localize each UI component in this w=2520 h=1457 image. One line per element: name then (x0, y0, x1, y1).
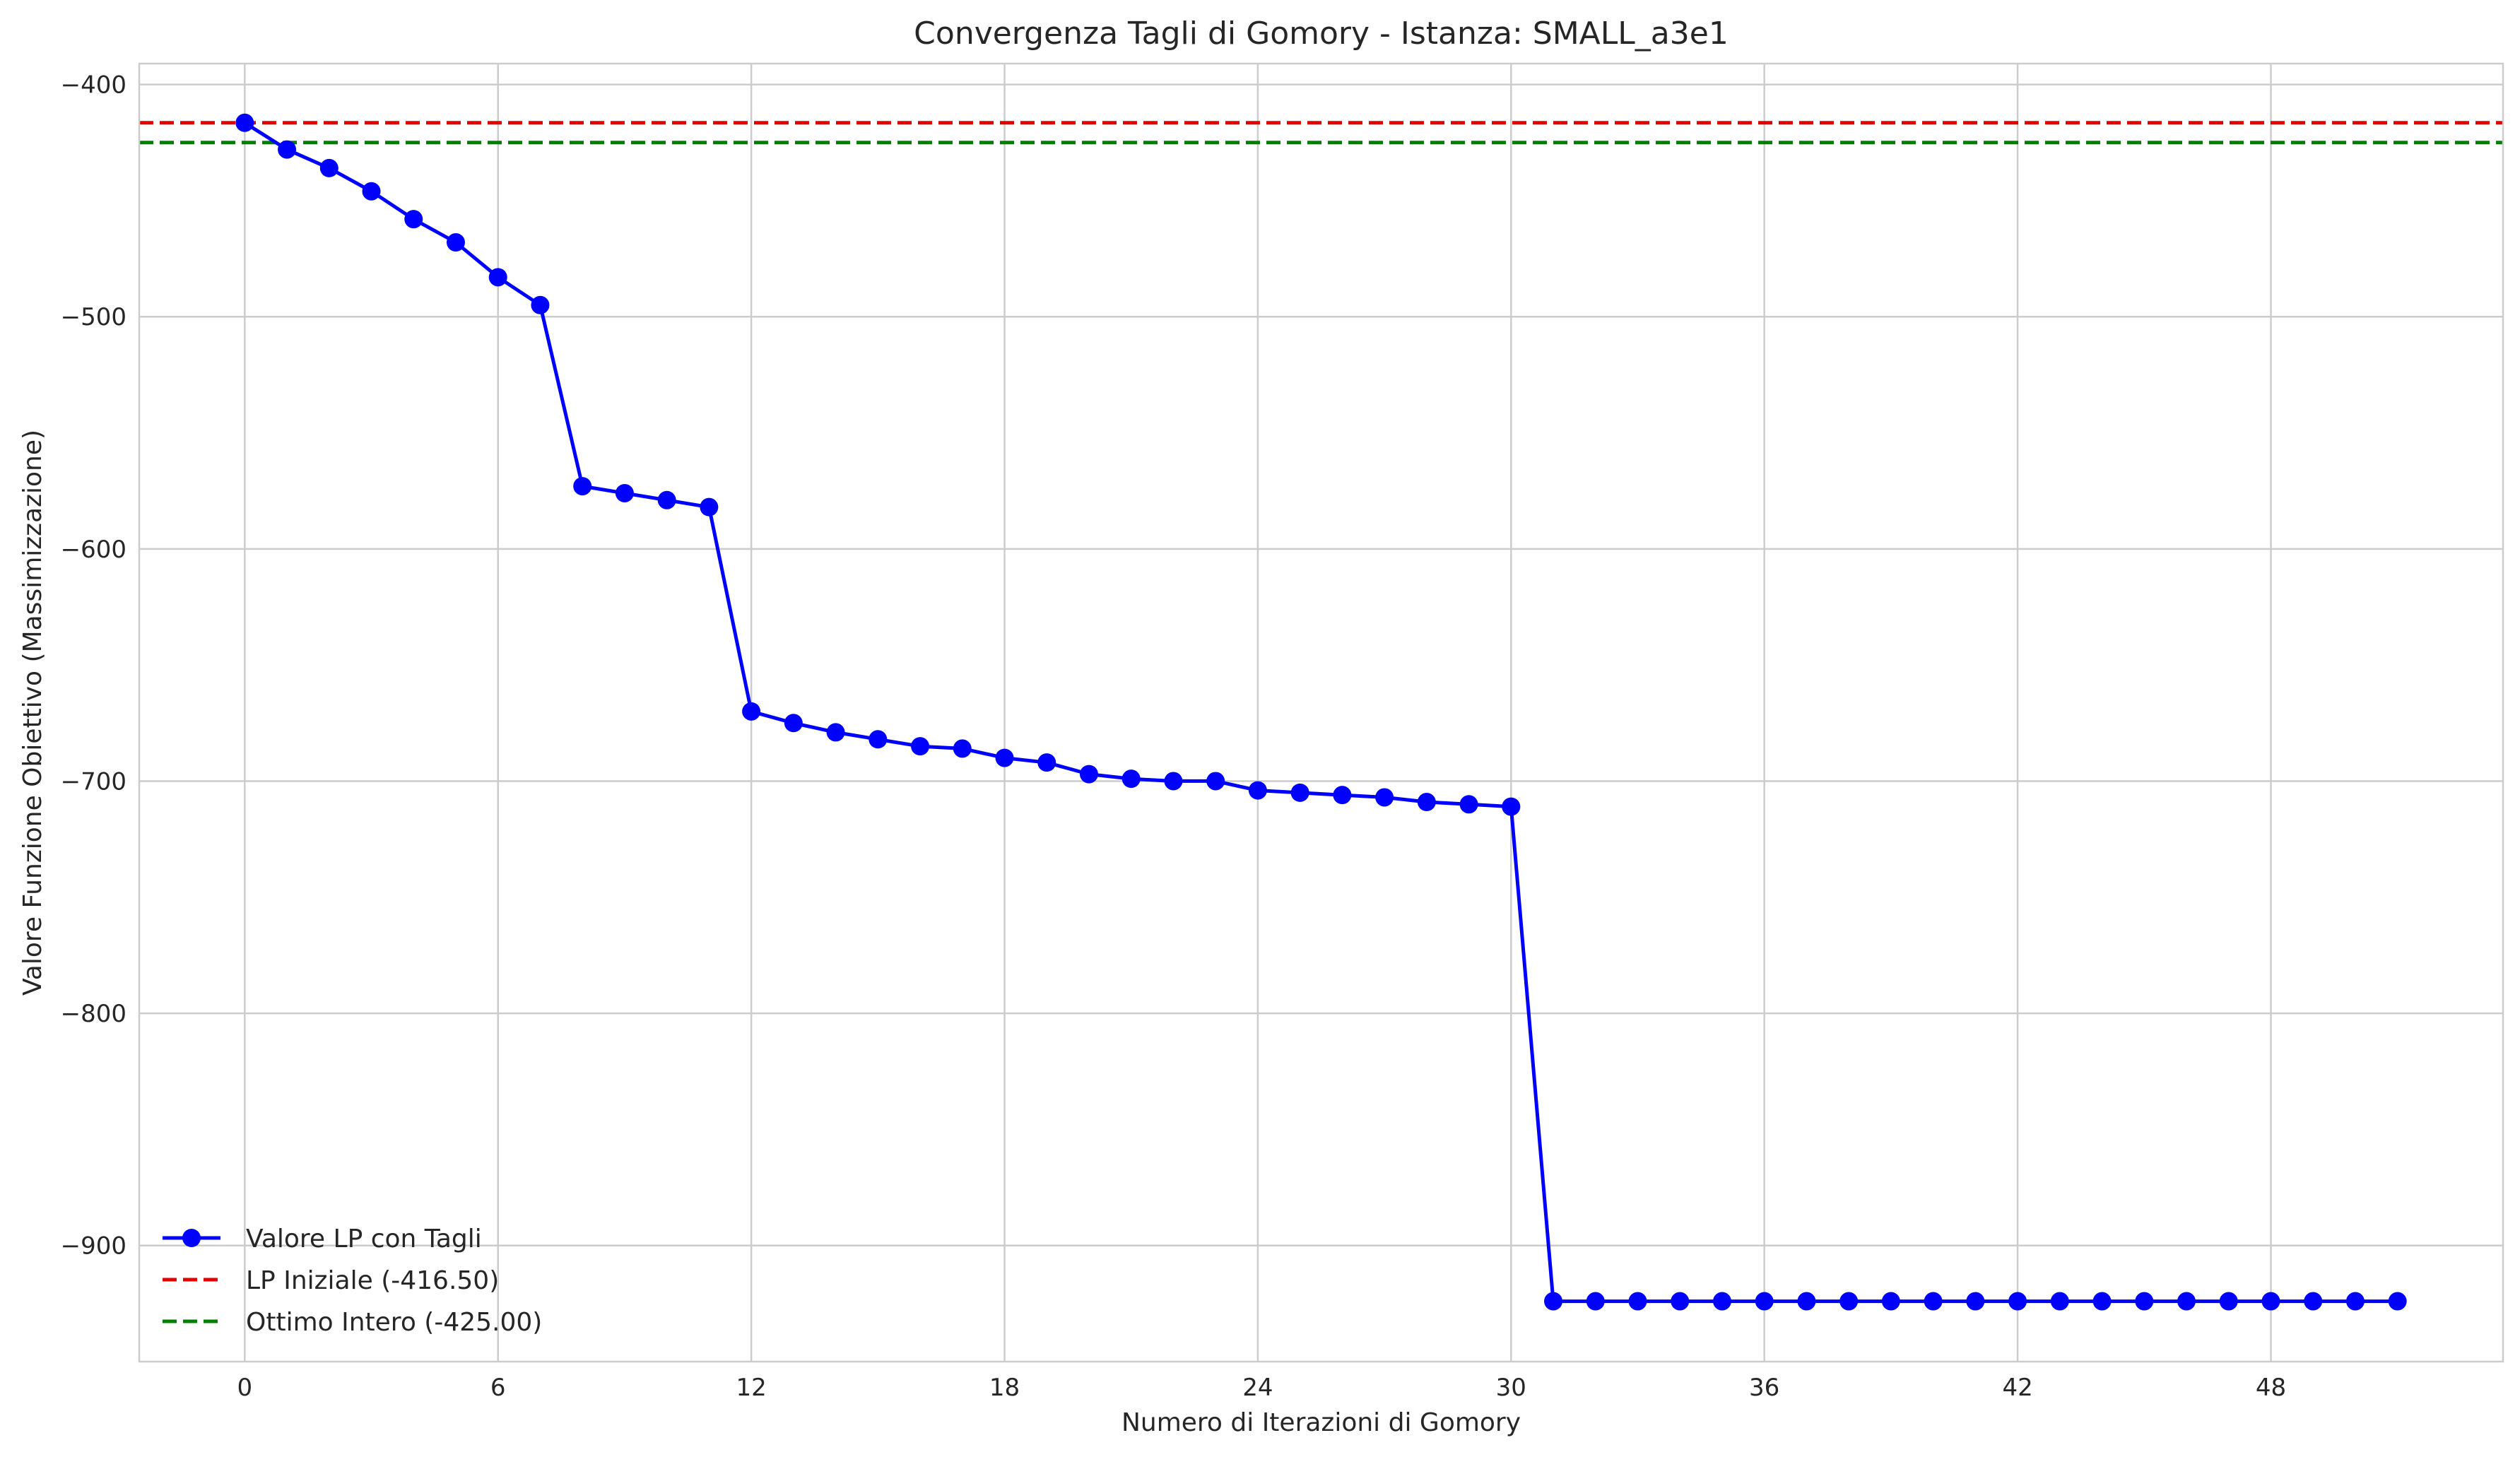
x-tick-label: 24 (1242, 1374, 1273, 1402)
data-point (2135, 1292, 2154, 1311)
data-point (404, 210, 423, 229)
data-point (278, 140, 297, 159)
legend-label: Ottimo Intero (-425.00) (246, 1308, 542, 1337)
y-tick-label: −400 (61, 71, 126, 100)
data-point (1881, 1292, 1900, 1311)
x-tick-label: 30 (1496, 1374, 1526, 1402)
tick-labels: 0 6 12 18 24 30 36 42 48 −400 −500 −600 −700 −800 −900 (61, 71, 2286, 1402)
data-series (235, 113, 2407, 1311)
reference-lines (139, 121, 2503, 145)
data-point (1671, 1292, 1690, 1311)
data-point (1755, 1292, 1774, 1311)
data-point (2388, 1292, 2407, 1311)
data-point (2261, 1292, 2280, 1311)
y-tick-label: −900 (61, 1232, 126, 1261)
data-point (1797, 1292, 1816, 1311)
series-line (243, 121, 2398, 1304)
y-tick-label: −800 (61, 1000, 126, 1028)
data-point (1333, 786, 1352, 805)
data-point (1502, 797, 1521, 816)
data-point (1924, 1292, 1943, 1311)
data-point (573, 477, 592, 496)
x-tick-label: 36 (1749, 1374, 1779, 1402)
data-point (911, 737, 930, 756)
data-point (1248, 781, 1267, 800)
data-point (1712, 1292, 1731, 1311)
data-point (2219, 1292, 2238, 1311)
data-point (953, 739, 972, 758)
data-point (446, 233, 465, 252)
data-point (1121, 769, 1141, 789)
data-point (615, 483, 634, 502)
data-point (531, 295, 550, 314)
legend-label: LP Iniziale (-416.50) (246, 1266, 499, 1295)
legend-marker (182, 1229, 201, 1247)
data-point (1375, 788, 1394, 807)
data-point (2177, 1292, 2196, 1311)
legend: Valore LP con Tagli LP Iniziale (-416.50)… (163, 1225, 542, 1337)
data-point (2304, 1292, 2323, 1311)
data-point (319, 158, 338, 177)
y-tick-label: −700 (61, 767, 126, 796)
y-tick-label: −600 (61, 536, 126, 564)
data-point (1037, 753, 1056, 772)
data-point (1966, 1292, 1985, 1311)
data-point (1164, 772, 1183, 791)
data-point (869, 730, 888, 749)
data-point (362, 182, 381, 201)
x-tick-label: 0 (237, 1374, 253, 1402)
data-point (700, 497, 719, 517)
x-tick-label: 42 (2002, 1374, 2032, 1402)
plot-frame (138, 62, 2504, 1363)
data-point (2345, 1292, 2365, 1311)
x-tick-label: 6 (490, 1374, 506, 1402)
x-tick-label: 48 (2256, 1374, 2286, 1402)
data-point (1290, 783, 1309, 802)
y-axis-title: Valore Funzione Obiettivo (Massimizzazio… (18, 430, 47, 996)
data-point (1459, 795, 1478, 814)
data-point (2050, 1292, 2069, 1311)
data-point (784, 714, 803, 733)
data-point (1417, 793, 1436, 812)
data-point (826, 723, 845, 742)
data-point (1544, 1292, 1563, 1311)
legend-label: Valore LP con Tagli (246, 1225, 482, 1254)
grid (139, 64, 2503, 1362)
x-tick-label: 18 (989, 1374, 1020, 1402)
data-point (2008, 1292, 2027, 1311)
data-point (657, 490, 676, 509)
data-point (1586, 1292, 1605, 1311)
data-point (1079, 765, 1098, 784)
data-point (742, 702, 761, 721)
y-tick-label: −500 (61, 303, 126, 331)
data-point (1206, 772, 1225, 791)
x-tick-label: 12 (736, 1374, 766, 1402)
data-point (488, 268, 507, 287)
data-point (1839, 1292, 1859, 1311)
x-axis-title: Numero di Iterazioni di Gomory (1121, 1408, 1521, 1437)
data-point (2092, 1292, 2112, 1311)
chart-title: Convergenza Tagli di Gomory - Istanza: S… (914, 16, 1729, 52)
data-point (1628, 1292, 1647, 1311)
data-point (995, 748, 1014, 767)
data-point (235, 113, 254, 132)
